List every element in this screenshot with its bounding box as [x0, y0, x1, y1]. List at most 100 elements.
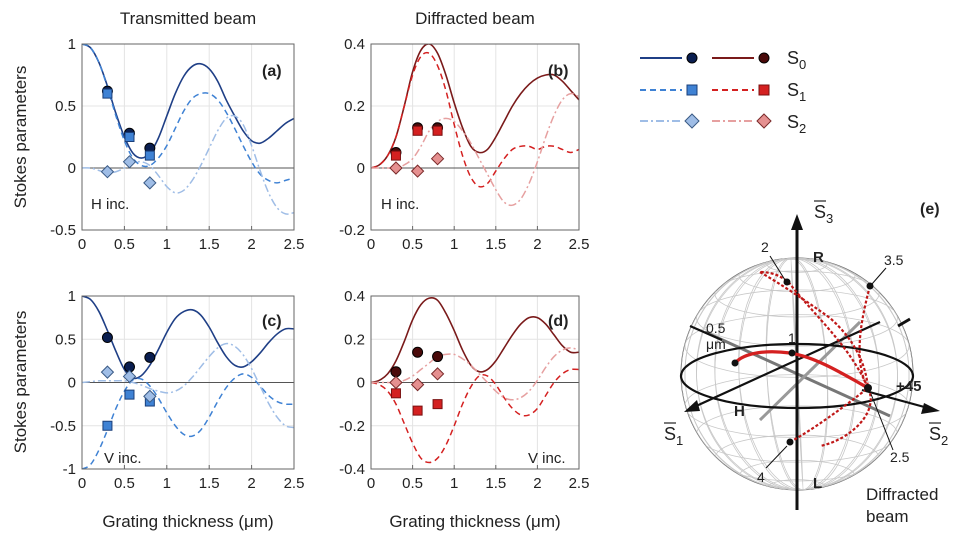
- marker-d-s0-0: [390, 366, 402, 378]
- legend-label-s1: S1: [787, 80, 806, 104]
- legend-marker-trans-s2: [684, 113, 700, 129]
- panel-label-a: (a): [262, 63, 282, 80]
- series-line-d-s2: [371, 347, 579, 401]
- y-tick-label-d-4: -0.4: [339, 461, 365, 478]
- legend-label-s0: S0: [787, 48, 806, 72]
- series-line-a-s2: [82, 114, 294, 215]
- legend-marker-diff-s0: [758, 52, 770, 64]
- x-tick-label-b-4: 2: [533, 236, 541, 253]
- x-tick-label-d-1: 0.5: [402, 475, 423, 492]
- y-tick-label-b-1: 0.2: [344, 98, 365, 115]
- panel-label-d: (d): [548, 313, 568, 330]
- label-R: R: [813, 249, 824, 266]
- marker-c-s1-1: [124, 389, 135, 400]
- thickness-label-0-5: 0.5: [706, 320, 726, 336]
- marker-a-s1-2: [144, 150, 155, 161]
- plot-frame-c: [81, 295, 295, 470]
- thickness-label-um: μm: [706, 336, 726, 352]
- marker-c-s2-2: [143, 389, 157, 404]
- s2-arrow-icon: [921, 403, 940, 414]
- s2-label: S2: [929, 424, 948, 448]
- point-2um: [783, 278, 791, 286]
- label-plus45: +45: [896, 378, 921, 395]
- marker-a-s2-0: [100, 165, 115, 179]
- y-tick-label-d-2: 0: [357, 375, 365, 392]
- series-group-d: [371, 297, 579, 464]
- trajectory-segment-2: [759, 270, 870, 389]
- y-tick-label-d-1: 0.2: [344, 331, 365, 348]
- y-tick-label-a-0: 1: [68, 36, 76, 53]
- y-tick-label-c-0: 1: [68, 288, 76, 305]
- x-tick-label-d-4: 2: [533, 475, 541, 492]
- x-axis-label-right: Grating thickness (μm): [389, 512, 560, 531]
- plot-frame-b: [370, 43, 580, 231]
- series-line-c-s1: [82, 373, 294, 469]
- y-tick-label-a-2: 0: [68, 160, 76, 177]
- x-tick-label-a-4: 2: [247, 236, 255, 253]
- y-tick-label-b-0: 0.4: [344, 36, 365, 53]
- s3-arrow-icon: [791, 214, 803, 230]
- marker-a-s2-1: [122, 155, 137, 169]
- x-tick-label-d-5: 2.5: [569, 475, 590, 492]
- x-tick-label-d-2: 1: [450, 475, 458, 492]
- x-tick-label-d-0: 0: [367, 475, 375, 492]
- trajectory-segment-4: [819, 285, 872, 448]
- x-tick-label-a-5: 2.5: [284, 236, 305, 253]
- column-title-diffracted: Diffracted beam: [415, 9, 535, 28]
- legend-label-s2: S2: [787, 112, 806, 136]
- label-L: L: [813, 475, 822, 492]
- x-tick-label-b-1: 0.5: [402, 236, 423, 253]
- legend-marker-trans-s0: [686, 52, 698, 64]
- legend: S0 S1 S2: [640, 48, 806, 136]
- panel-label-c: (c): [262, 313, 282, 330]
- panel-label-e: (e): [920, 201, 940, 218]
- thickness-label-4: 4: [757, 469, 765, 485]
- leader-2: [769, 255, 786, 281]
- label-H: H: [734, 403, 745, 420]
- series-line-b-s1: [371, 51, 579, 188]
- y-tick-label-c-1: 0.5: [55, 331, 76, 348]
- marker-b-s1-0: [390, 150, 401, 161]
- s1-axis-back: [897, 317, 911, 328]
- marker-d-s1-1: [412, 405, 423, 416]
- x-tick-label-c-0: 0: [78, 475, 86, 492]
- plot-frame-d: [370, 295, 580, 470]
- s2-axis-back: [689, 324, 723, 342]
- s1-axis: [693, 320, 881, 409]
- poincare-sphere: (e) S3 S1 S2: [664, 200, 948, 526]
- marker-d-s0-1: [412, 346, 424, 358]
- series-line-b-s2: [371, 92, 579, 207]
- annotation-b: H inc.: [381, 196, 419, 213]
- panel-label-b: (b): [548, 63, 568, 80]
- x-tick-label-b-5: 2.5: [569, 236, 590, 253]
- y-tick-label-c-2: 0: [68, 375, 76, 392]
- y-tick-label-b-3: -0.2: [339, 222, 365, 239]
- legend-marker-diff-s1: [758, 84, 770, 96]
- column-title-transmitted: Transmitted beam: [120, 9, 256, 28]
- series-line-d-s1: [371, 368, 579, 464]
- panel-a: 0 0.5 1 1.5 2 2.510.50-0.5: [50, 36, 304, 253]
- x-tick-label-a-1: 0.5: [114, 236, 135, 253]
- marker-b-s2-2: [430, 151, 445, 166]
- panel-d: 0 0.5 1 1.5 2 2.5 0.4 0.2 0 -0.2 -0.4: [339, 288, 589, 492]
- y-axis-label-top: Stokes parameters: [11, 66, 30, 209]
- thickness-label-2: 2: [761, 239, 769, 255]
- x-tick-label-a-3: 1.5: [199, 236, 220, 253]
- marker-b-s1-1: [412, 125, 423, 136]
- marker-c-s2-0: [100, 365, 115, 379]
- plot-frame-a: [81, 43, 295, 231]
- x-tick-label-b-3: 1.5: [485, 236, 506, 253]
- marker-a-s1-0: [102, 88, 113, 99]
- legend-marker-diff-s2: [756, 113, 772, 129]
- marker-d-s2-1: [410, 377, 425, 392]
- annotation-a: H inc.: [91, 196, 129, 213]
- y-tick-label-d-3: -0.2: [339, 418, 365, 435]
- series-line-a-s0: [82, 44, 294, 159]
- marker-d-s0-2: [432, 351, 444, 363]
- s1-arrow-icon: [684, 400, 700, 412]
- legend-marker-trans-s1: [686, 84, 698, 96]
- marker-b-s2-1: [410, 164, 425, 178]
- series-line-c-s2: [82, 342, 294, 429]
- x-axis-label-left: Grating thickness (μm): [102, 512, 273, 531]
